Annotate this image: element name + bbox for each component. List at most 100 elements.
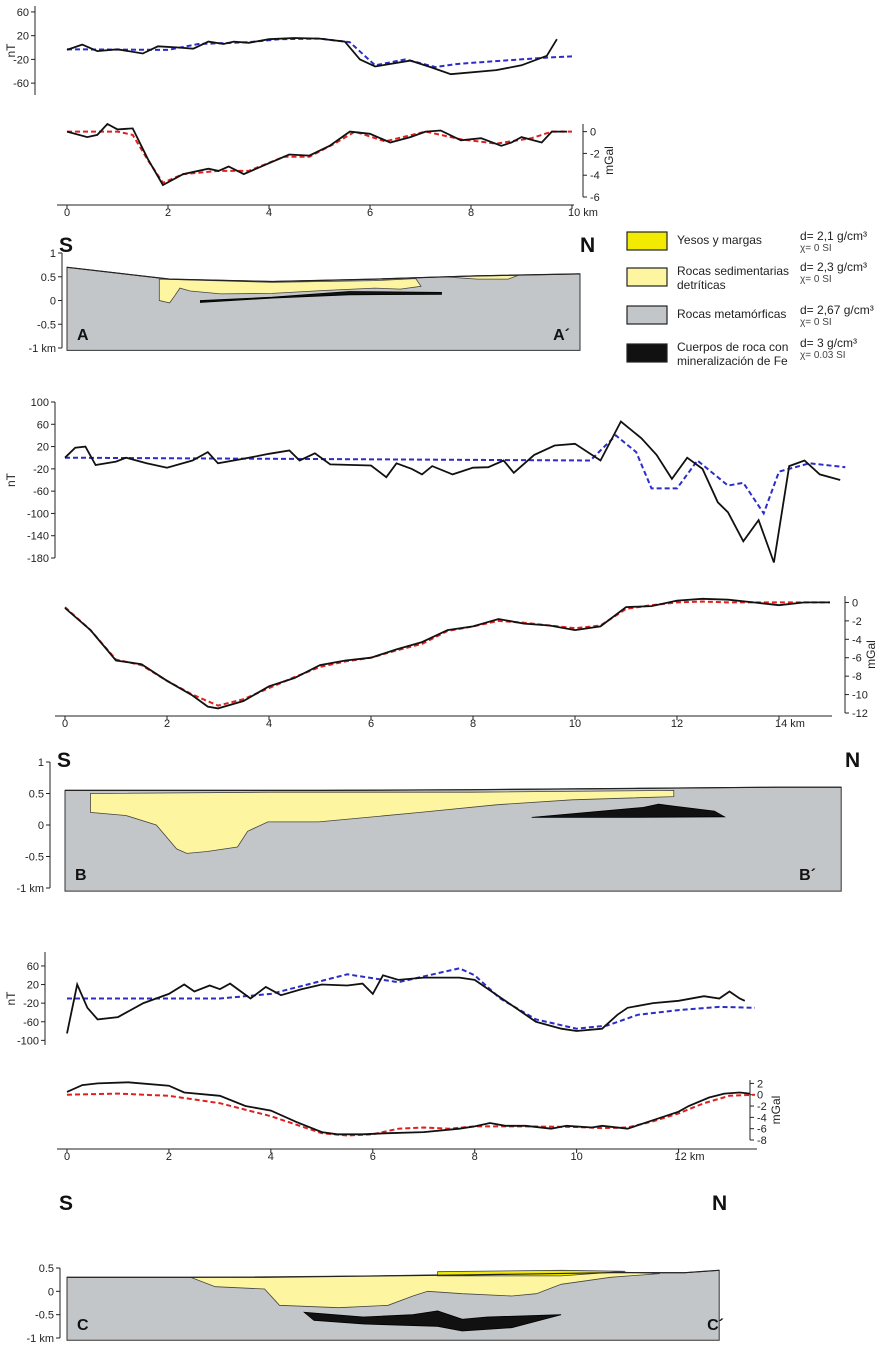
legend-param: d= 2,1 g/cm³ — [800, 229, 867, 243]
depth-tick-label: 0 — [38, 820, 44, 832]
legend-param: d= 2,3 g/cm³ — [800, 260, 867, 274]
south-label: S — [59, 234, 73, 257]
mag-tick-label: 60 — [37, 419, 49, 431]
x-tick-label: 6 — [367, 207, 373, 219]
depth-tick-label: -1 km — [17, 883, 45, 895]
section-end-label: A´ — [553, 327, 570, 344]
distance-axis: 0 2 4 6 8 10 km — [57, 204, 598, 219]
grav-tick-label: 0 — [852, 597, 858, 609]
geologic-section: 1 0.5 0 -0.5 -1 km S N A A´ — [29, 234, 596, 355]
north-label: N — [712, 1192, 727, 1215]
mag-tick-label: 20 — [17, 31, 29, 43]
iron-mineralization-body — [531, 803, 727, 818]
mag-tick-label: -60 — [13, 78, 29, 90]
legend-param: χ= 0.03 SI — [800, 350, 846, 361]
legend-swatch-sedimentarias — [626, 267, 668, 287]
grav-model-line — [67, 130, 572, 185]
profile-b: 1006020-20-60-100-140-180nT0-2-4-6-8-10-… — [4, 397, 878, 895]
x-tick-label: 0 — [64, 1151, 70, 1163]
depth-tick-label: -1 km — [29, 343, 57, 355]
mag-model-line — [64, 434, 846, 516]
profile-a: 60 20 -20 -60 nT 0 -2 -4 -6 mGal 0 2 4 6 8 10 km 1 0.5 0 -0… — [4, 6, 616, 355]
mag-tick-label: -60 — [33, 486, 49, 498]
x-tick-label: 4 — [266, 207, 272, 219]
section-start-label: B — [75, 867, 87, 884]
topography-line — [65, 786, 842, 792]
depth-tick-label: 0 — [50, 296, 56, 308]
legend-label: Rocas metamórficas — [677, 307, 786, 321]
legend-label: Cuerpos de roca con — [677, 340, 788, 354]
legend-swatch-mineralizacion — [626, 343, 668, 363]
grav-tick-label: -4 — [757, 1112, 767, 1124]
grav-model-line — [66, 1092, 756, 1137]
x-tick-label: 4 — [266, 718, 272, 730]
grav-y-label: mGal — [769, 1096, 783, 1125]
x-tick-label: 0 — [62, 718, 68, 730]
mag-tick-label: 60 — [27, 961, 39, 973]
grav-y-label: mGal — [864, 640, 878, 669]
topography-line — [66, 266, 581, 283]
section-end-label: B´ — [799, 867, 816, 884]
grav-tick-label: -6 — [852, 653, 862, 665]
geologic-section: 1 0.5 0 -0.5 -1 km S N B B´ — [17, 749, 861, 895]
north-label: N — [845, 749, 860, 772]
depth-tick-label: 0.5 — [41, 272, 56, 284]
legend-swatch-yesos — [626, 231, 668, 251]
grav-tick-label: -2 — [852, 616, 862, 628]
grav-observed-line — [66, 1081, 750, 1136]
legend-param: χ= 0 SI — [800, 274, 832, 285]
depth-tick-label: 1 — [50, 248, 56, 260]
grav-tick-label: -8 — [852, 671, 862, 683]
x-tick-label: 12 — [671, 718, 683, 730]
mag-tick-label: -60 — [23, 1017, 39, 1029]
legend-label: Rocas sedimentarias — [677, 264, 789, 278]
mag-y-label: nT — [4, 991, 18, 1006]
section-end-label: C´ — [707, 1317, 724, 1334]
mag-tick-label: -20 — [33, 464, 49, 476]
x-tick-label: 0 — [64, 207, 70, 219]
x-tick-label: 2 — [164, 718, 170, 730]
grav-tick-label: -6 — [590, 192, 600, 204]
mag-observed-line — [66, 37, 558, 76]
x-tick-label: 8 — [470, 718, 476, 730]
mag-observed-line — [64, 420, 841, 563]
mag-y-label: nT — [4, 43, 18, 58]
grav-tick-label: -10 — [852, 690, 868, 702]
depth-tick-label: -0.5 — [35, 1310, 54, 1322]
grav-tick-label: -2 — [590, 148, 600, 160]
legend-label: Yesos y margas — [677, 233, 762, 247]
x-tick-label-km: 10 km — [568, 207, 598, 219]
gravity-panel: 0 -2 -4 -6 mGal — [66, 122, 616, 204]
section-start-label: C — [77, 1317, 89, 1334]
depth-tick-label: 0 — [48, 1286, 54, 1298]
x-tick-label: 6 — [368, 718, 374, 730]
legend-label: detríticas — [677, 278, 726, 292]
legend-param: χ= 0 SI — [800, 243, 832, 254]
depth-tick-label: -0.5 — [37, 319, 56, 331]
grav-observed-line — [66, 122, 567, 187]
mag-tick-label: 100 — [31, 397, 49, 409]
mag-tick-label: -20 — [13, 54, 29, 66]
legend-label: mineralización de Fe — [677, 354, 788, 368]
gravity-panel: 0 -2 -4 -6 -8 -10 -12 mGal — [64, 596, 878, 720]
mag-tick-label: 20 — [37, 442, 49, 454]
mag-tick-label: -20 — [23, 998, 39, 1010]
iron-mineralization-body — [302, 1310, 562, 1332]
magnetic-panel: 100 60 20 -20 -60 -100 -140 -180 nT — [4, 397, 846, 565]
north-label: N — [580, 234, 595, 257]
grav-tick-label: -2 — [757, 1101, 767, 1113]
depth-tick-label: 0.5 — [29, 789, 44, 801]
mag-tick-label: 20 — [27, 980, 39, 992]
x-tick-label-km: 14 km — [775, 718, 805, 730]
x-tick-label: 10 — [569, 718, 581, 730]
mag-model-line — [66, 37, 573, 69]
grav-tick-label: 0 — [757, 1090, 763, 1102]
mag-tick-label: -100 — [17, 1035, 39, 1047]
sedimentary-fill — [90, 789, 675, 854]
depth-tick-label: -1 km — [27, 1333, 55, 1345]
grav-tick-label: -8 — [757, 1135, 767, 1147]
